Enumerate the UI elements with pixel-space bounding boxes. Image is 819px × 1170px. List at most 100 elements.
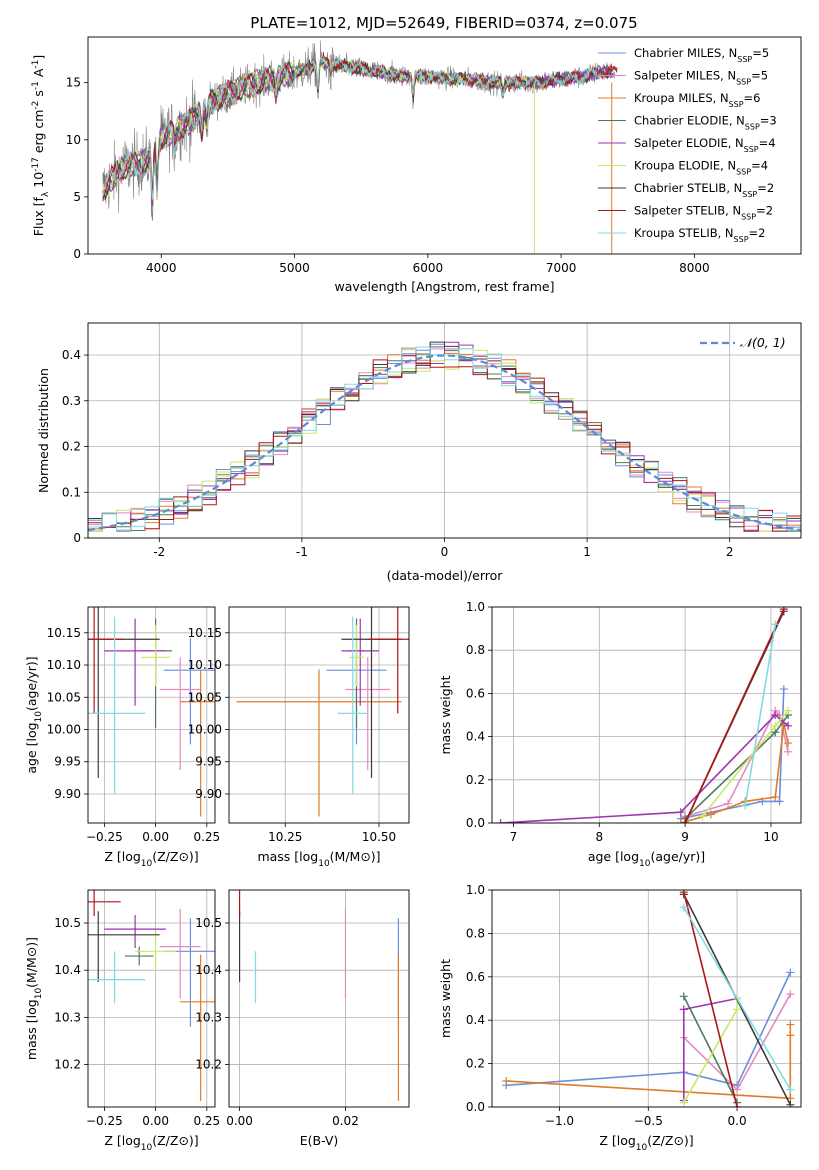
line-kroupa_elodie [698,706,793,821]
y-tick-label: 0.2 [62,440,81,454]
x-tick-label: 0.25 [193,1114,220,1128]
y-tick-label: 9.95 [54,755,81,769]
x-tick-label: 10 [763,830,778,844]
plot-area [236,607,409,817]
y-tick-label: 0.4 [62,348,81,362]
x-tick-label: 0.00 [226,1114,253,1128]
axes-frame [228,606,410,824]
y-axis-label: age [log10(age/yr)] [24,656,44,773]
y-tick-label: 0 [73,531,81,545]
marker-kroupa_elodie [784,706,793,715]
series-line-salpeter_elodie [500,713,789,823]
y-tick-label: 10.2 [195,1058,222,1072]
histogram-salpeter_stelib [88,355,801,532]
marker-salpeter_miles [733,1085,742,1094]
histogram-kroupa_elodie [88,348,801,532]
axes-frame [87,322,802,539]
marker-kroupa_miles [502,1076,511,1085]
errorbar-salpeter_stelib [367,607,409,714]
x-tick-label: −0.25 [86,1114,123,1128]
marker-salpeter_stelib [779,607,788,614]
y-axis-label: Flux [fλ 10-17 erg cm-2 s-1 A-1] [31,55,51,237]
y-tick-label: 1.0 [466,600,485,614]
y-tick-label: 0.8 [466,643,485,657]
y-tick-label: 9.90 [195,787,222,801]
y-tick-label: 10.05 [188,690,222,704]
x-tick-label: 4000 [146,261,177,275]
errorbar-kroupa_elodie [141,625,170,687]
errorbar-salpeter_miles [159,908,201,999]
x-tick-label: 10.50 [362,830,396,844]
x-tick-label: 5000 [279,261,310,275]
legend-label-chabrier_stelib: Chabrier STELIB, NSSP=2 [634,181,774,199]
plot-area [496,607,793,823]
marker-salpeter_elodie [679,1005,688,1014]
line-chabrier_elodie [679,992,742,1107]
marker-kroupa_miles [786,1020,795,1029]
legend-label-salpeter_stelib: Salpeter STELIB, NSSP=2 [634,204,773,222]
legend-label-kroupa_elodie: Kroupa ELODIE, NSSP=4 [634,159,768,177]
marker-kroupa_stelib [786,1085,795,1094]
marker-kroupa_elodie [698,812,707,821]
errorbar-salpeter_stelib [88,890,121,916]
x-tick-label: 0.00 [142,830,169,844]
errorbar-chabrier_miles [163,637,215,745]
x-axis-label: Z [log10(Z/Z⊙)] [104,849,198,869]
legend-label-kroupa_miles: Kroupa MILES, NSSP=6 [634,91,760,109]
x-tick-label: 0.02 [332,1114,359,1128]
marker-kroupa_elodie [679,1098,688,1107]
line-salpeter_stelib [679,890,742,1107]
x-tick-label: −1.0 [545,1114,574,1128]
panel-3: −0.25 0.00 0.25 9.90 9.95 10.00 10.05 10.10 10.1… [24,606,220,869]
plot-area [88,890,215,1101]
ticks: 7 8 9 10 0.0 0.2 0.4 0.6 0.8 1.0 [466,600,779,844]
y-axis-label: mass [log10(M/M⊙)] [24,937,44,1060]
panel-4: 10.25 10.50 9.90 9.95 10.00 10.05 10.10 10.15 ma… [188,606,410,869]
marker-salpeter_elodie [784,721,793,730]
y-tick-label: 10.00 [188,723,222,737]
x-tick-label: 0 [441,545,449,559]
ticks: 0.00 0.02 10.2 10.3 10.4 10.5 [195,916,359,1128]
marker-salpeter_stelib [681,819,690,823]
marker-kroupa_elodie [733,1005,742,1014]
y-tick-label: 9.95 [195,755,222,769]
legend-label-kroupa_stelib: Kroupa STELIB, NSSP=2 [634,226,765,244]
plot-area [502,890,795,1107]
axes-frame [87,36,802,255]
axes-frame [491,889,802,1108]
y-tick-label: 1.0 [466,883,485,897]
y-tick-label: 10.4 [195,963,222,977]
panel-2: -2 -1 0 1 2 0 0.1 0.2 0.3 0.4 (data-model)/error No… [36,322,802,583]
ticks: −0.25 0.00 0.25 10.2 10.3 10.4 10.5 [54,916,220,1128]
x-tick-label: -2 [153,545,165,559]
y-tick-label: 10.5 [54,916,81,930]
y-tick-label: 0.2 [466,773,485,787]
plot-area [88,341,801,532]
ticks: -2 -1 0 1 2 0 0.1 0.2 0.3 0.4 [62,348,734,559]
x-tick-label: 7000 [546,261,577,275]
ticks: −1.0 −0.5 0.0 0.0 0.2 0.4 0.6 0.8 1.0 [466,883,747,1128]
x-tick-label: -1 [296,545,308,559]
x-tick-label: 1 [583,545,591,559]
errorbar-kroupa_miles [180,954,215,1101]
series-line-salpeter_stelib [684,608,785,823]
y-axis-label: mass weight [438,959,453,1038]
y-tick-label: 0.4 [466,730,485,744]
x-tick-label: 0.00 [142,1114,169,1128]
y-tick-label: 0.1 [62,485,81,499]
series-line-kroupa_stelib [744,624,777,806]
panel-6: −0.25 0.00 0.25 10.2 10.3 10.4 10.5 Z [log10(Z/… [24,889,220,1153]
errorbar-salpeter_elodie [104,618,166,706]
grid-lines [88,890,215,1107]
errorbar-kroupa_stelib [337,616,368,794]
model-spectrum-salpeter_stelib [102,52,618,202]
marker-chabrier_stelib [786,1100,795,1107]
errorbar-kroupa_stelib [88,616,146,794]
marker-kroupa_miles [706,810,715,819]
marker-kroupa_miles [771,793,780,802]
y-tick-label: 0.3 [62,394,81,408]
marker-salpeter_elodie [496,819,505,823]
y-tick-label: 10.00 [47,723,81,737]
legend: Chabrier MILES, NSSP=5 Salpeter MILES, NS… [598,46,777,244]
panel-1: 4000 5000 6000 7000 8000 0 5 10 15 wavelength [An… [31,36,802,294]
